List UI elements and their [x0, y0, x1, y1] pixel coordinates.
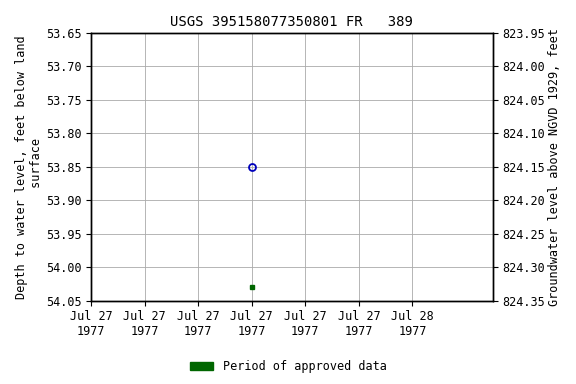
Y-axis label: Groundwater level above NGVD 1929, feet: Groundwater level above NGVD 1929, feet: [548, 28, 561, 306]
Y-axis label: Depth to water level, feet below land
 surface: Depth to water level, feet below land su…: [15, 35, 43, 299]
Title: USGS 395158077350801 FR   389: USGS 395158077350801 FR 389: [170, 15, 414, 29]
Legend: Period of approved data: Period of approved data: [185, 356, 391, 378]
